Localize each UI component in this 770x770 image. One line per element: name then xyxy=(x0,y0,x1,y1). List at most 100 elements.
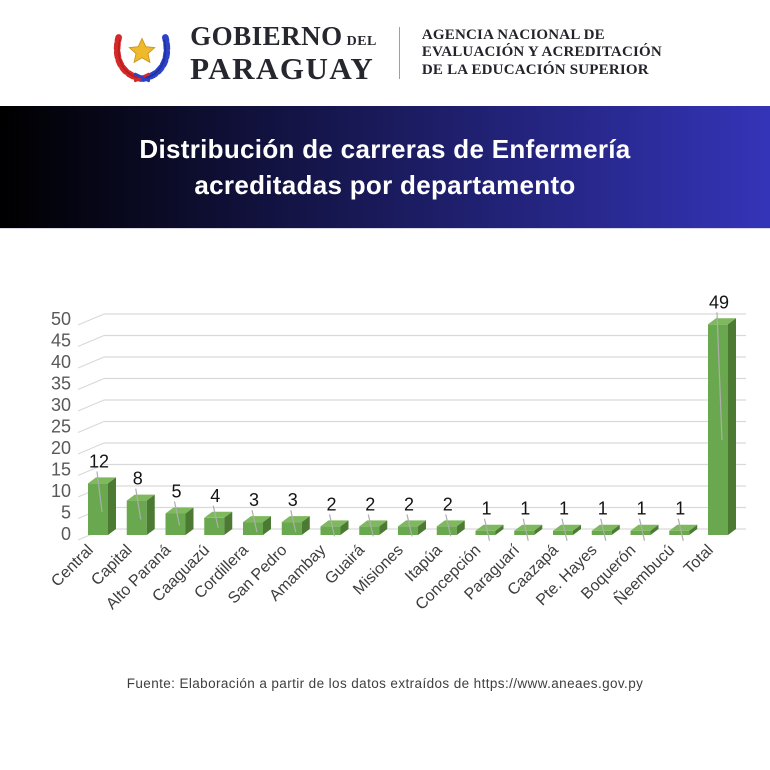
gridline-perspective-tick xyxy=(77,420,105,434)
bar-top-face xyxy=(243,516,271,523)
bar-side-face xyxy=(650,524,659,535)
gridline-perspective-tick xyxy=(77,377,105,391)
gridline-perspective-tick xyxy=(77,442,105,455)
bar-side-face xyxy=(534,524,543,535)
bar-side-face xyxy=(379,520,388,535)
chart-area: 0 5 10 15 20 25 30 35 40 45 50 12 8 5 4 3 3 2 2 2 2 1 1 1 1 1 1 49 C… xyxy=(0,251,770,643)
bar-front-face xyxy=(320,526,341,535)
x-axis-category-label: Total xyxy=(681,542,717,578)
y-axis-tick-label: 30 xyxy=(51,395,71,415)
bar-value-label: 3 xyxy=(288,490,298,510)
data-label-leader-line xyxy=(638,518,646,541)
y-axis-tick-label: 0 xyxy=(61,524,71,544)
bar-front-face xyxy=(398,526,418,535)
y-axis-tick-label: 10 xyxy=(51,481,71,501)
bar-side-face xyxy=(185,507,194,535)
bar-value-label: 1 xyxy=(598,499,608,519)
bar-side-face xyxy=(301,516,310,535)
gridline-perspective-tick xyxy=(77,313,105,326)
star-icon xyxy=(128,37,156,64)
x-axis-category-label: Central xyxy=(48,542,96,590)
government-wordmark: GOBIERNO DEL PARAGUAY xyxy=(190,20,377,86)
bar-side-face xyxy=(224,511,233,535)
data-label-leader-line xyxy=(445,514,452,537)
bar-top-face xyxy=(475,524,504,531)
bar-top-face xyxy=(514,524,543,531)
bar-front-face xyxy=(165,513,186,535)
bar xyxy=(165,507,194,535)
chart-title-line-2: acreditadas por departamento xyxy=(194,170,576,200)
bar-front-face xyxy=(126,500,147,535)
data-label-leader-line xyxy=(483,518,491,541)
chart-title-line-1: Distribución de carreras de Enfermería xyxy=(139,134,631,164)
government-name-top: GOBIERNO xyxy=(190,20,343,51)
bar-top-face xyxy=(669,524,698,531)
bar-value-label: 1 xyxy=(636,499,646,519)
bar xyxy=(204,511,233,535)
bar-front-face xyxy=(359,526,380,535)
government-name-bottom: PARAGUAY xyxy=(190,50,375,86)
bar-value-label: 2 xyxy=(365,494,375,514)
bar-side-face xyxy=(573,524,581,535)
agency-name: AGENCIA NACIONAL DE EVALUACIÓN Y ACREDIT… xyxy=(422,27,662,80)
bar-value-label: 12 xyxy=(89,451,109,471)
data-label-leader-line xyxy=(251,509,258,533)
data-label-leader-line xyxy=(561,518,568,541)
data-label-leader-line xyxy=(600,518,607,541)
bar-side-face xyxy=(495,524,504,535)
bar-value-label: 2 xyxy=(443,494,453,514)
header-divider xyxy=(398,27,400,79)
bar-front-face xyxy=(475,530,496,535)
y-axis-tick-label: 5 xyxy=(61,503,71,523)
bar-front-face xyxy=(514,530,535,535)
bar-front-face xyxy=(436,526,457,535)
bar-top-face xyxy=(320,520,349,527)
bar-front-face xyxy=(591,530,612,535)
bar-top-face xyxy=(88,477,116,484)
bar-top-face xyxy=(398,520,426,527)
bar-top-face xyxy=(708,318,736,325)
agency-line-1: AGENCIA NACIONAL DE xyxy=(421,26,605,43)
data-label-leader-line xyxy=(96,471,103,512)
bar xyxy=(669,524,698,535)
bar-front-face xyxy=(630,530,651,535)
bar-side-face xyxy=(728,318,736,535)
bar-front-face xyxy=(281,522,302,535)
y-axis-tick-label: 50 xyxy=(51,309,71,329)
bar-top-face xyxy=(630,524,659,531)
data-label-leader-line xyxy=(290,509,297,533)
bar xyxy=(243,516,271,535)
y-axis-tick-label: 15 xyxy=(51,460,71,480)
bar xyxy=(591,524,620,535)
bar-front-face xyxy=(553,530,573,535)
header: GOBIERNO DEL PARAGUAY AGENCIA NACIONAL DE… xyxy=(0,0,770,106)
bar-front-face xyxy=(708,324,728,535)
source-note: Fuente: Elaboración a partir de los dato… xyxy=(126,676,644,691)
bar-value-label: 1 xyxy=(481,499,491,519)
bar xyxy=(514,524,543,535)
government-name-del: DEL xyxy=(346,33,377,49)
bar xyxy=(475,524,504,535)
bar-value-label: 3 xyxy=(249,490,259,510)
bar-top-face xyxy=(126,494,155,501)
bar-top-face xyxy=(204,511,233,518)
bar-top-face xyxy=(281,516,310,523)
bar-side-face xyxy=(418,520,426,535)
bar-front-face xyxy=(243,522,263,535)
agency-line-3: DE LA EDUCACIÓN SUPERIOR xyxy=(421,61,649,78)
data-label-leader-line xyxy=(406,514,413,537)
bar xyxy=(320,520,349,535)
gridline-perspective-tick xyxy=(77,463,105,477)
gridline-perspective-tick xyxy=(77,356,105,369)
bar-value-label: 1 xyxy=(559,499,569,519)
bar xyxy=(630,524,659,535)
data-label-leader-line xyxy=(135,488,142,520)
bar-top-face xyxy=(591,524,620,531)
bar-value-label: 5 xyxy=(171,482,181,502)
y-axis-tick-label: 45 xyxy=(51,331,71,351)
bar xyxy=(281,516,310,535)
data-label-leader-line xyxy=(328,514,336,537)
bar-value-label: 49 xyxy=(709,292,729,312)
gridline-perspective-tick xyxy=(77,399,105,412)
